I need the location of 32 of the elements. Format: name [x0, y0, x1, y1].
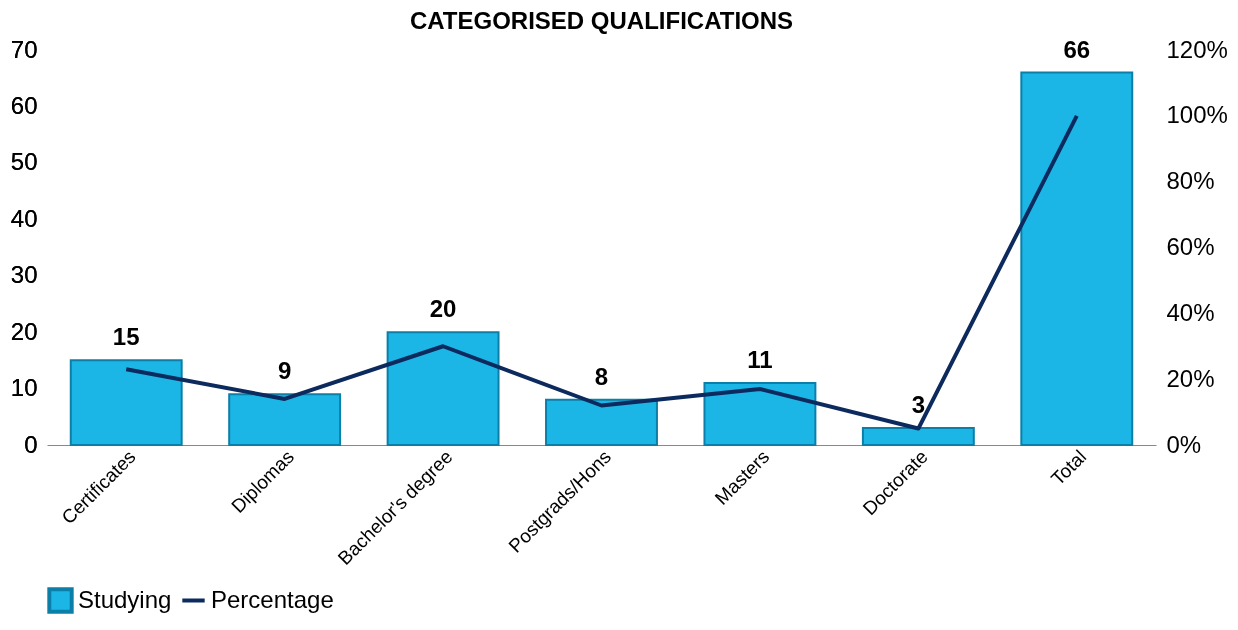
y2-tick-label: 100% [1166, 101, 1228, 129]
y2-tick-label: 20% [1166, 364, 1215, 392]
data-label: 11 [747, 345, 773, 373]
legend-label: Percentage [211, 585, 334, 613]
bar [228, 393, 342, 446]
bar [545, 398, 658, 446]
y2-tick-label: 60% [1166, 233, 1215, 260]
y-tick-label: 60 [10, 91, 38, 119]
bar [1020, 71, 1134, 446]
data-label: 9 [277, 357, 292, 385]
y-tick-label: 70 [10, 35, 38, 63]
y-tick-label: 50 [10, 148, 38, 176]
data-label: 20 [429, 295, 457, 323]
data-label: 8 [594, 362, 609, 390]
data-label: 15 [112, 323, 140, 351]
y2-tick-label: 120% [1166, 35, 1228, 63]
data-label: 3 [911, 391, 926, 419]
y-tick-label: 0 [24, 430, 38, 458]
bar [861, 427, 975, 446]
bar [386, 331, 500, 446]
y2-tick-label: 40% [1166, 298, 1215, 326]
bar [69, 359, 183, 446]
chart-title: CATEGORISED QUALIFICATIONS [409, 7, 794, 34]
bar [703, 381, 817, 446]
y-tick-label: 30 [10, 261, 38, 289]
y-tick-label: 10 [10, 374, 38, 402]
data-label: 66 [1063, 35, 1091, 63]
y2-tick-label: 0% [1166, 430, 1202, 458]
legend-label: Studying [78, 585, 172, 613]
y2-tick-label: 80% [1166, 167, 1215, 195]
y-tick-label: 20 [10, 317, 38, 345]
y-tick-label: 40 [10, 204, 38, 232]
